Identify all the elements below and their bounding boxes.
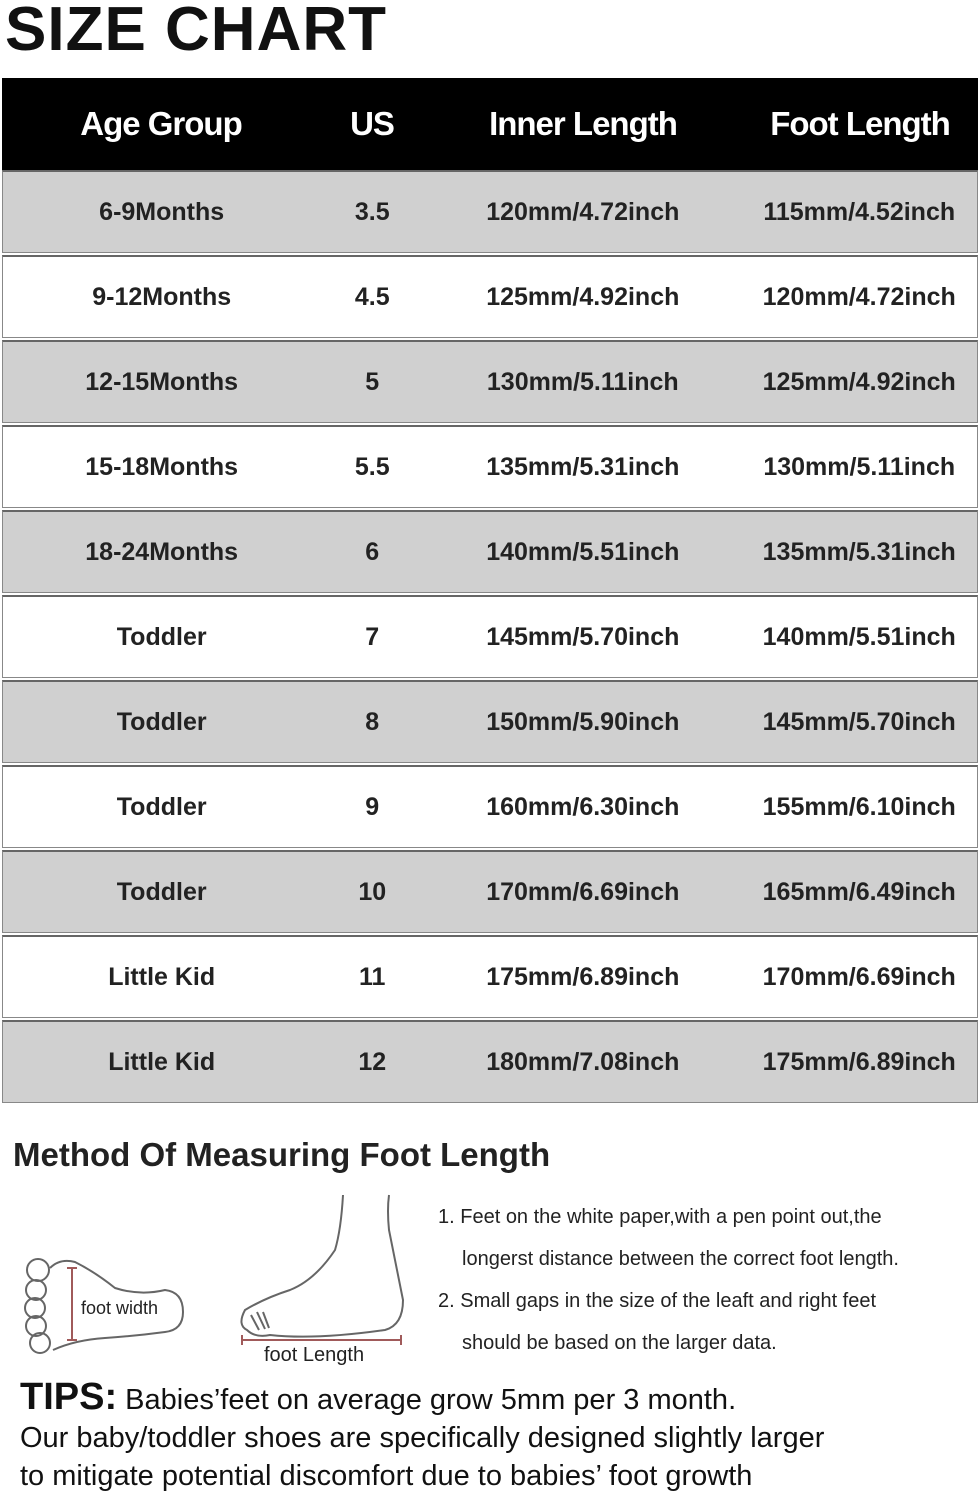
- cell-us-size: 4.5: [354, 282, 390, 311]
- cell-age-group: 18-24Months: [85, 537, 239, 566]
- foot-drawing-icon: [24, 1194, 405, 1354]
- cell-foot-length: 170mm/6.69inch: [762, 962, 956, 991]
- cell-us-size: 7: [365, 622, 380, 651]
- cell-us-size: 12: [358, 1047, 387, 1076]
- cell-age-group: 15-18Months: [85, 452, 239, 481]
- table-row: Little Kid 11 175mm/6.89inch 170mm/6.69inch: [2, 935, 978, 1018]
- cell-us-size: 5.5: [354, 452, 390, 481]
- cell-inner-length: 180mm/7.08inch: [486, 1047, 680, 1076]
- cell-age-group: Little Kid: [108, 1047, 216, 1076]
- cell-age-group: 9-12Months: [92, 282, 232, 311]
- cell-us-size: 8: [365, 707, 380, 736]
- cell-inner-length: 135mm/5.31inch: [486, 452, 680, 481]
- table-row: 15-18Months 5.5 135mm/5.31inch 130mm/5.11in…: [2, 425, 978, 508]
- cell-foot-length: 125mm/4.92inch: [762, 367, 956, 396]
- cell-age-group: 6-9Months: [99, 197, 225, 226]
- cell-age-group: 12-15Months: [85, 367, 239, 396]
- table-row: Toddler 10 170mm/6.69inch 165mm/6.49inch: [2, 850, 978, 933]
- cell-foot-length: 145mm/5.70inch: [762, 707, 956, 736]
- table-row: 9-12Months 4.5 125mm/4.92inch 120mm/4.72inc…: [2, 255, 978, 338]
- page-title: SIZE CHART: [5, 0, 387, 64]
- cell-inner-length: 150mm/5.90inch: [486, 707, 680, 736]
- table-row: Toddler 9 160mm/6.30inch 155mm/6.10inch: [2, 765, 978, 848]
- cell-us-size: 11: [359, 962, 386, 991]
- method-title: Method Of Measuring Foot Length: [13, 1136, 551, 1173]
- cell-foot-length: 155mm/6.10inch: [762, 792, 956, 821]
- tips-section: TIPS: Babies’feet on average grow 5mm pe…: [20, 1378, 824, 1495]
- header-age-group: Age Group: [80, 105, 243, 142]
- table-row: Toddler 8 150mm/5.90inch 145mm/5.70inch: [2, 680, 978, 763]
- foot-illustration: foot width foot Length: [15, 1190, 415, 1380]
- cell-foot-length: 175mm/6.89inch: [762, 1047, 956, 1076]
- table-header: Age Group US Inner Length Foot Length: [2, 78, 978, 170]
- step-2-line-1: 2. Small gaps in the size of the leaft a…: [438, 1290, 877, 1312]
- tips-line-1: Babies’feet on average grow 5mm per 3 mo…: [117, 1384, 737, 1416]
- foot-length-label: foot Length: [264, 1344, 365, 1366]
- cell-age-group: Toddler: [116, 792, 207, 821]
- cell-inner-length: 170mm/6.69inch: [486, 877, 680, 906]
- cell-inner-length: 125mm/4.92inch: [486, 282, 680, 311]
- cell-us-size: 10: [358, 877, 387, 906]
- cell-us-size: 6: [365, 537, 380, 566]
- cell-foot-length: 115mm/4.52inch: [763, 197, 956, 226]
- cell-foot-length: 165mm/6.49inch: [762, 877, 956, 906]
- cell-inner-length: 130mm/5.11inch: [486, 367, 679, 396]
- table-row: Little Kid 12 180mm/7.08inch 175mm/6.89inch: [2, 1020, 978, 1103]
- step-2-line-2: should be based on the larger data.: [462, 1332, 777, 1354]
- cell-us-size: 3.5: [354, 197, 390, 226]
- cell-us-size: 9: [365, 792, 380, 821]
- header-inner-length: Inner Length: [489, 105, 678, 142]
- tips-label: TIPS:: [20, 1376, 118, 1418]
- table-row: 6-9Months 3.5 120mm/4.72inch 115mm/4.52inch: [2, 170, 978, 253]
- cell-age-group: Toddler: [116, 707, 207, 736]
- table-row: 12-15Months 5 130mm/5.11inch 125mm/4.92inch: [2, 340, 978, 423]
- table-row: Toddler 7 145mm/5.70inch 140mm/5.51inch: [2, 595, 978, 678]
- cell-foot-length: 140mm/5.51inch: [762, 622, 956, 651]
- cell-age-group: Little Kid: [108, 962, 216, 991]
- size-table: Age Group US Inner Length Foot Length 6-…: [2, 78, 978, 1105]
- cell-inner-length: 145mm/5.70inch: [486, 622, 680, 651]
- foot-width-label: foot width: [81, 1298, 159, 1318]
- step-1-line-2: longerst distance between the correct fo…: [462, 1248, 899, 1270]
- cell-inner-length: 175mm/6.89inch: [486, 962, 680, 991]
- cell-foot-length: 130mm/5.11inch: [763, 452, 956, 481]
- table-row: 18-24Months 6 140mm/5.51inch 135mm/5.31inch: [2, 510, 978, 593]
- cell-us-size: 5: [365, 367, 380, 396]
- cell-foot-length: 135mm/5.31inch: [762, 537, 956, 566]
- tips-line-2: Our baby/toddler shoes are specifically …: [20, 1422, 825, 1454]
- header-us: US: [350, 105, 395, 142]
- cell-inner-length: 160mm/6.30inch: [486, 792, 680, 821]
- cell-foot-length: 120mm/4.72inch: [762, 282, 956, 311]
- cell-inner-length: 120mm/4.72inch: [486, 197, 680, 226]
- step-1-line-1: 1. Feet on the white paper,with a pen po…: [438, 1206, 882, 1228]
- header-foot-length: Foot Length: [770, 105, 951, 142]
- cell-age-group: Toddler: [116, 622, 207, 651]
- cell-age-group: Toddler: [116, 877, 207, 906]
- cell-inner-length: 140mm/5.51inch: [486, 537, 680, 566]
- measuring-steps: 1. Feet on the white paper,with a pen po…: [438, 1196, 899, 1364]
- tips-line-3: to mitigate potential discomfort due to …: [20, 1460, 753, 1492]
